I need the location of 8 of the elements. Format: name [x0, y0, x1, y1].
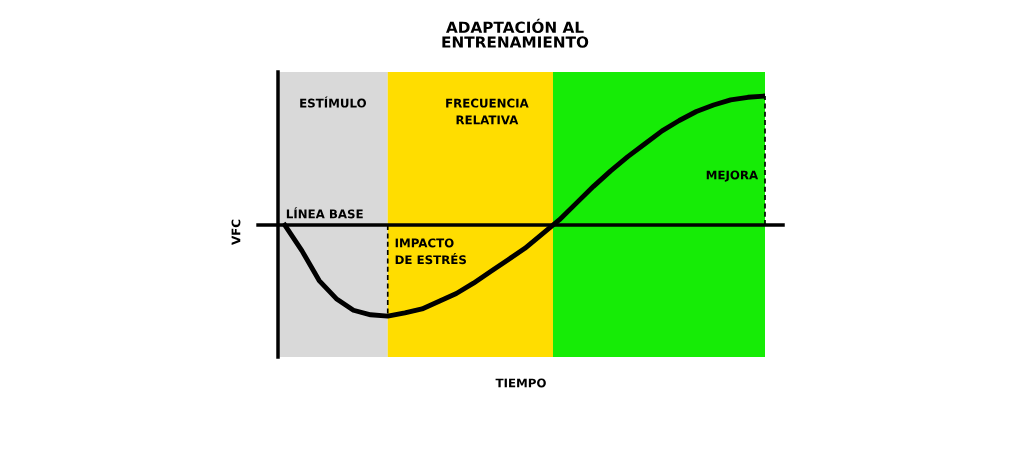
ref-line-label: LÍNEA BASE [286, 207, 363, 219]
annotation: IMPACTO DE ESTRÉS [395, 238, 466, 265]
text: TIEMPO [495, 378, 546, 388]
annotation: FRECUENCIA RELATIVA [446, 98, 529, 125]
annotation: ESTÍMULO [300, 96, 367, 108]
y-axis-title: VFC [231, 219, 241, 245]
chart-title: ADAPTACIÓN AL ENTRENAMIENTO [442, 18, 589, 48]
annotation: MEJORA [706, 170, 759, 182]
